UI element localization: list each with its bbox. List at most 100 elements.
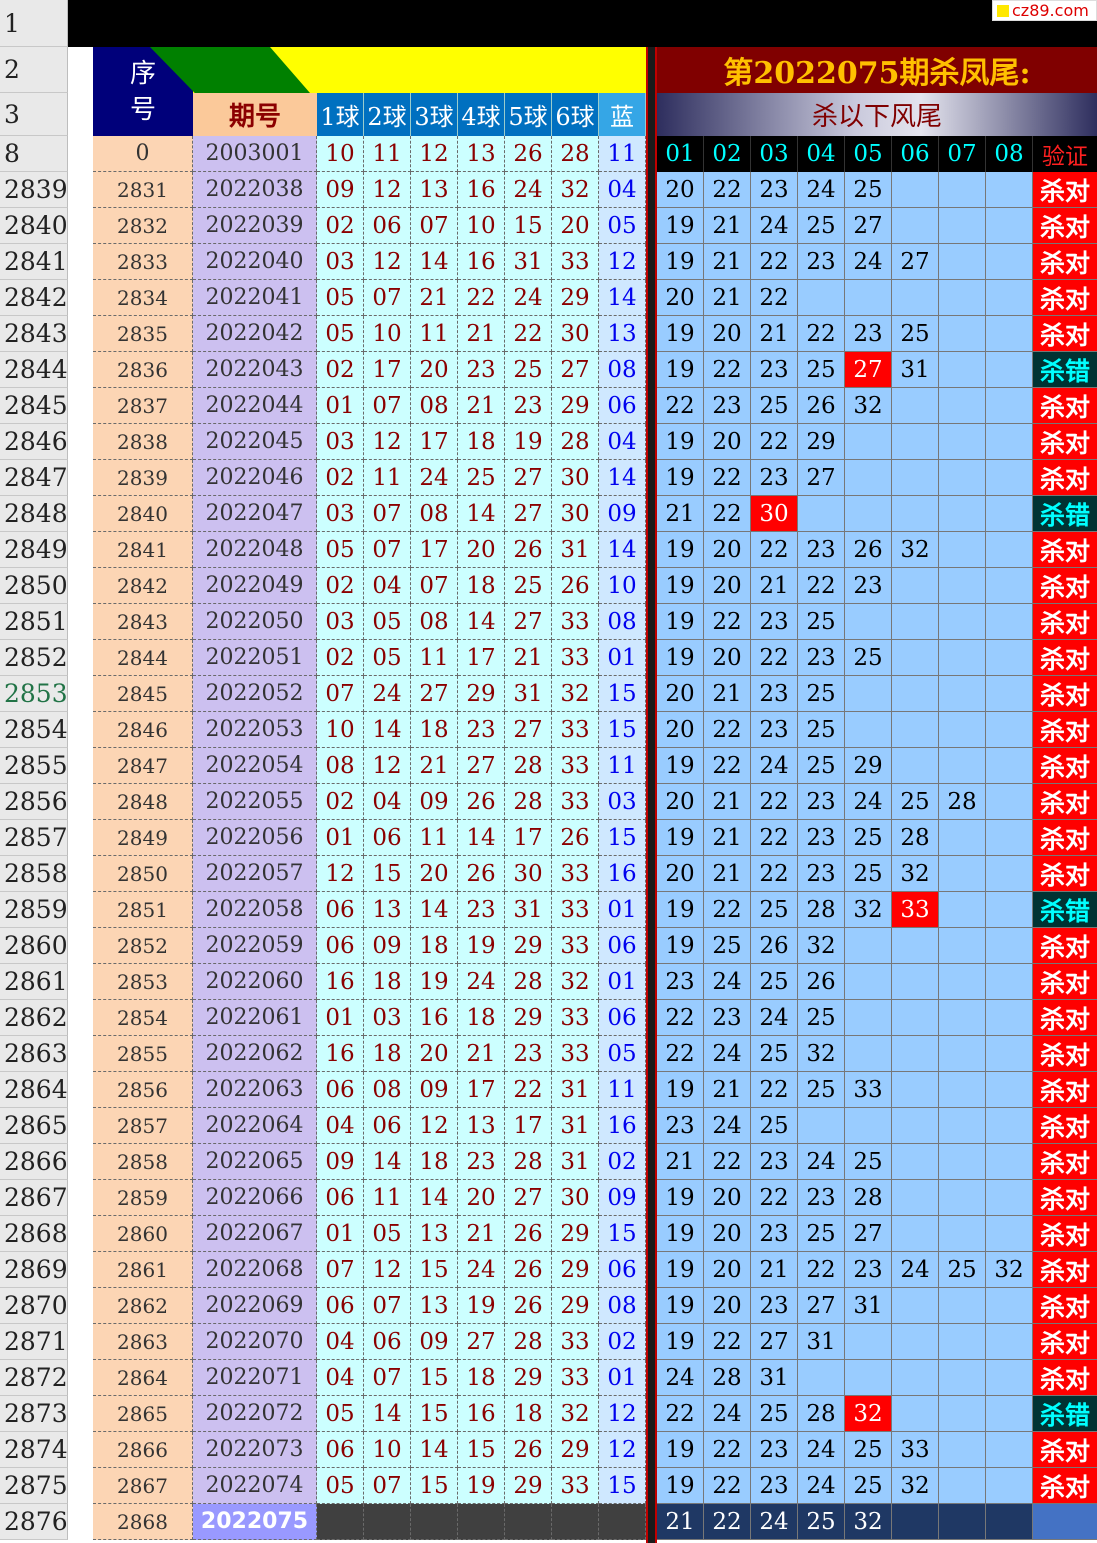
seq-cell: 2863 (93, 1324, 193, 1360)
ball-cell: 05 (364, 604, 411, 640)
empty-cell (986, 820, 1033, 856)
ball-cell: 27 (505, 712, 552, 748)
ball-cell: 33 (552, 928, 599, 964)
kill-header: 01 (657, 136, 704, 172)
ball-cell: 18 (411, 712, 458, 748)
row-number: 2850 (0, 568, 68, 604)
row-number: 3 (0, 93, 68, 136)
ball-cell: 14 (364, 1144, 411, 1180)
seq-cell: 2844 (93, 640, 193, 676)
ball-cell: 15 (411, 1396, 458, 1432)
empty-cell (939, 1360, 986, 1396)
kill-cell: 32 (798, 928, 845, 964)
ball-cell: 19 (458, 1468, 505, 1504)
ball-cell: 33 (552, 1000, 599, 1036)
row-number: 2874 (0, 1432, 68, 1468)
period-cell: 2022046 (193, 460, 317, 496)
kill-cell: 27 (845, 352, 892, 388)
kill-cell: 32 (892, 532, 939, 568)
empty-cell (986, 352, 1033, 388)
blue-cell: 06 (599, 928, 646, 964)
ball-cell: 10 (364, 1432, 411, 1468)
ball-cell: 23 (458, 892, 505, 928)
kill-cell: 33 (892, 892, 939, 928)
blue-cell: 12 (599, 1432, 646, 1468)
empty-cell (892, 460, 939, 496)
row-number: 2876 (0, 1504, 68, 1540)
blue-cell: 11 (599, 748, 646, 784)
seq-cell: 2867 (93, 1468, 193, 1504)
empty-cell (845, 712, 892, 748)
kill-cell: 24 (704, 1396, 751, 1432)
kill-cell: 22 (704, 1324, 751, 1360)
ball-cell: 24 (505, 280, 552, 316)
ball-cell: 24 (458, 1252, 505, 1288)
kill-header: 08 (986, 136, 1033, 172)
verdict-cell: 杀错 (1033, 1396, 1097, 1432)
empty-cell (939, 1108, 986, 1144)
ball-cell: 06 (317, 928, 364, 964)
ball-cell: 15 (505, 208, 552, 244)
kill-cell: 25 (845, 856, 892, 892)
empty-cell (939, 640, 986, 676)
ball-cell: 20 (411, 352, 458, 388)
period-cell: 2022063 (193, 1072, 317, 1108)
ball-cell: 31 (505, 244, 552, 280)
ball-cell: 32 (552, 1396, 599, 1432)
row-number: 2845 (0, 388, 68, 424)
ball-cell: 07 (364, 1360, 411, 1396)
kill-cell: 19 (657, 1180, 704, 1216)
kill-cell: 20 (704, 1216, 751, 1252)
empty-cell (986, 604, 1033, 640)
kill-cell: 27 (845, 208, 892, 244)
kill-cell: 24 (704, 964, 751, 1000)
seq-cell: 2857 (93, 1108, 193, 1144)
row-number: 8 (0, 136, 68, 172)
seq-header-text: 号 (129, 94, 156, 125)
kill-cell: 22 (657, 1396, 704, 1432)
period-cell: 2022074 (193, 1468, 317, 1504)
ball-cell: 29 (552, 1432, 599, 1468)
ball-cell: 26 (505, 1252, 552, 1288)
ball-cell: 27 (505, 496, 552, 532)
ball-cell: 14 (364, 1396, 411, 1432)
empty-cell (986, 568, 1033, 604)
empty-cell (986, 1396, 1033, 1432)
kill-cell: 24 (845, 244, 892, 280)
empty-cell (798, 1108, 845, 1144)
empty-cell (892, 748, 939, 784)
period-cell: 2022041 (193, 280, 317, 316)
ball-cell: 30 (552, 316, 599, 352)
ball-cell: 29 (505, 1000, 552, 1036)
verdict-cell: 杀对 (1033, 748, 1097, 784)
ball-cell: 20 (411, 1036, 458, 1072)
ball-cell: 16 (458, 1396, 505, 1432)
empty-cell (892, 208, 939, 244)
ball-cell: 29 (458, 676, 505, 712)
kill-cell: 25 (704, 928, 751, 964)
kill-cell: 23 (751, 1288, 798, 1324)
ball-cell: 09 (364, 928, 411, 964)
watermark: cz89.com (992, 0, 1097, 21)
ball-cell: 33 (552, 640, 599, 676)
ball-cell: 04 (317, 1360, 364, 1396)
ball-cell: 02 (317, 640, 364, 676)
kill-cell: 24 (751, 748, 798, 784)
verdict-cell: 杀对 (1033, 1180, 1097, 1216)
kill-cell: 25 (798, 712, 845, 748)
empty-cell (939, 1324, 986, 1360)
verdict-cell: 杀错 (1033, 496, 1097, 532)
kill-cell: 25 (798, 1000, 845, 1036)
ball-cell: 33 (552, 1324, 599, 1360)
kill-cell: 23 (704, 388, 751, 424)
kill-cell: 32 (892, 1468, 939, 1504)
ball-cell: 05 (317, 1468, 364, 1504)
period-cell: 2022052 (193, 676, 317, 712)
seq-cell: 2846 (93, 712, 193, 748)
verdict-cell: 杀对 (1033, 424, 1097, 460)
blue-cell: 08 (599, 1288, 646, 1324)
ball-cell (599, 1504, 646, 1540)
seq-cell: 2859 (93, 1180, 193, 1216)
kill-cell: 19 (657, 1468, 704, 1504)
ball-cell: 05 (317, 1396, 364, 1432)
